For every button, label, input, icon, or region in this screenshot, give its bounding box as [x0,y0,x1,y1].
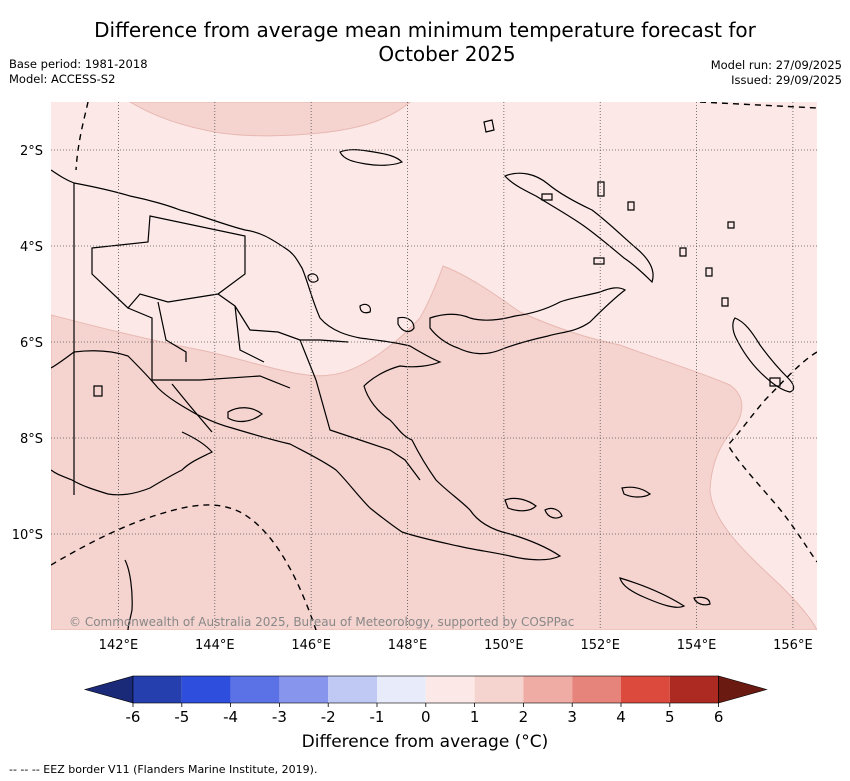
longitude-ticks: 142°E 144°E 146°E 148°E 150°E 152°E 154°E 156°E [99,638,813,653]
colorbar-bin [425,676,475,703]
colorbar-bin [523,676,573,703]
colorbar-tick-label: -5 [174,708,189,726]
colorbar: -6 -5 -4 -3 -2 -1 0 1 2 3 4 5 6 [83,675,768,726]
colorbar-bin [328,676,377,703]
colorbar-bin [669,676,719,703]
title-line-1: Difference from average mean minimum tem… [94,18,756,42]
province-borders [91,215,421,481]
meta-left: Base period: 1981-2018 Model: ACCESS-S2 [9,57,148,87]
longitude-tick-label: 148°E [388,638,428,653]
colorbar-tick-label: 0 [421,708,431,726]
colorbar-bin [279,676,329,703]
colorbar-bin [230,676,280,703]
meta-right: Model run: 27/09/2025 Issued: 29/09/2025 [711,58,842,88]
latitude-tick-label: 6°S [20,336,43,351]
colorbar-bin [572,676,621,703]
colorbar-tick-label: 1 [470,708,480,726]
cape-york-coast [124,559,133,630]
base-period-text: Base period: 1981-2018 [9,57,148,71]
new-guinea-coast [51,169,562,561]
colorbar-tick-label: -4 [223,708,238,726]
colorbar-tick-label: -6 [126,708,141,726]
latitude-tick-label: 2°S [20,144,43,159]
gulf-coast [51,431,213,496]
eez-legend-note: -- -- -- EEZ border V11 (Flanders Marine… [9,763,318,776]
colorbar-under-arrow [83,675,134,704]
colorbar-tick-label: 6 [714,708,724,726]
longitude-tick-label: 146°E [291,638,331,653]
latitude-tick-label: 10°S [12,528,43,543]
issued-text: Issued: 29/09/2025 [731,73,842,87]
eez-east [727,351,817,563]
colorbar-title: Difference from average (°C) [301,732,549,752]
model-run-text: Model run: 27/09/2025 [710,58,842,72]
louisiade-islands [619,577,711,608]
latitude-tick-label: 8°S [20,432,43,447]
colorbar-over-arrow [718,675,768,704]
longitude-tick-label: 152°E [580,638,620,653]
bougainville-coast [732,317,795,393]
new-britain-coast [429,287,627,355]
map-area: © Commonwealth of Australia 2025, Bureau… [51,102,817,630]
colorbar-tick-label: -3 [272,708,287,726]
colorbar-tick-label: -1 [370,708,385,726]
colorbar-tick-label: 2 [519,708,529,726]
eez-south [51,504,317,630]
eez-north-east [699,102,817,109]
new-ireland-coast [503,172,654,284]
dentrecasteaux-islands [504,497,563,519]
longitude-tick-label: 144°E [195,638,235,653]
longitude-tick-label: 142°E [99,638,139,653]
colorbar-tick-label: 5 [665,708,675,726]
latitude-tick-label: 4°S [20,240,43,255]
land-outlines [51,119,795,630]
latitude-ticks: 2°S 4°S 6°S 8°S 10°S [12,144,43,543]
map-title: Difference from average mean minimum tem… [0,18,850,66]
anomaly-zone-1-2-north [129,102,411,137]
longitude-tick-label: 154°E [677,638,717,653]
colorbar-tick-label: 4 [616,708,626,726]
trobriand-islands [621,486,652,498]
umboi-island [397,316,415,333]
colorbar-bin [133,676,182,703]
small-islands [93,119,781,423]
colorbar-bin [181,676,231,703]
anomaly-zone-1-2-south [51,265,817,630]
colorbar-bin [377,676,426,703]
colorbar-tick-label: 3 [567,708,577,726]
eez-west-north [75,102,89,171]
colorbar-bin [621,676,670,703]
title-line-2: October 2025 [378,42,516,66]
longitude-tick-label: 150°E [484,638,524,653]
manus-island [339,149,404,166]
longitude-tick-label: 156°E [773,638,813,653]
model-text: Model: ACCESS-S2 [9,72,116,86]
graticule [51,102,817,630]
eez-borders [51,102,817,630]
colorbar-bin [474,676,524,703]
copyright-notice: © Commonwealth of Australia 2025, Bureau… [69,615,574,629]
colorbar-tick-label: -2 [321,708,336,726]
